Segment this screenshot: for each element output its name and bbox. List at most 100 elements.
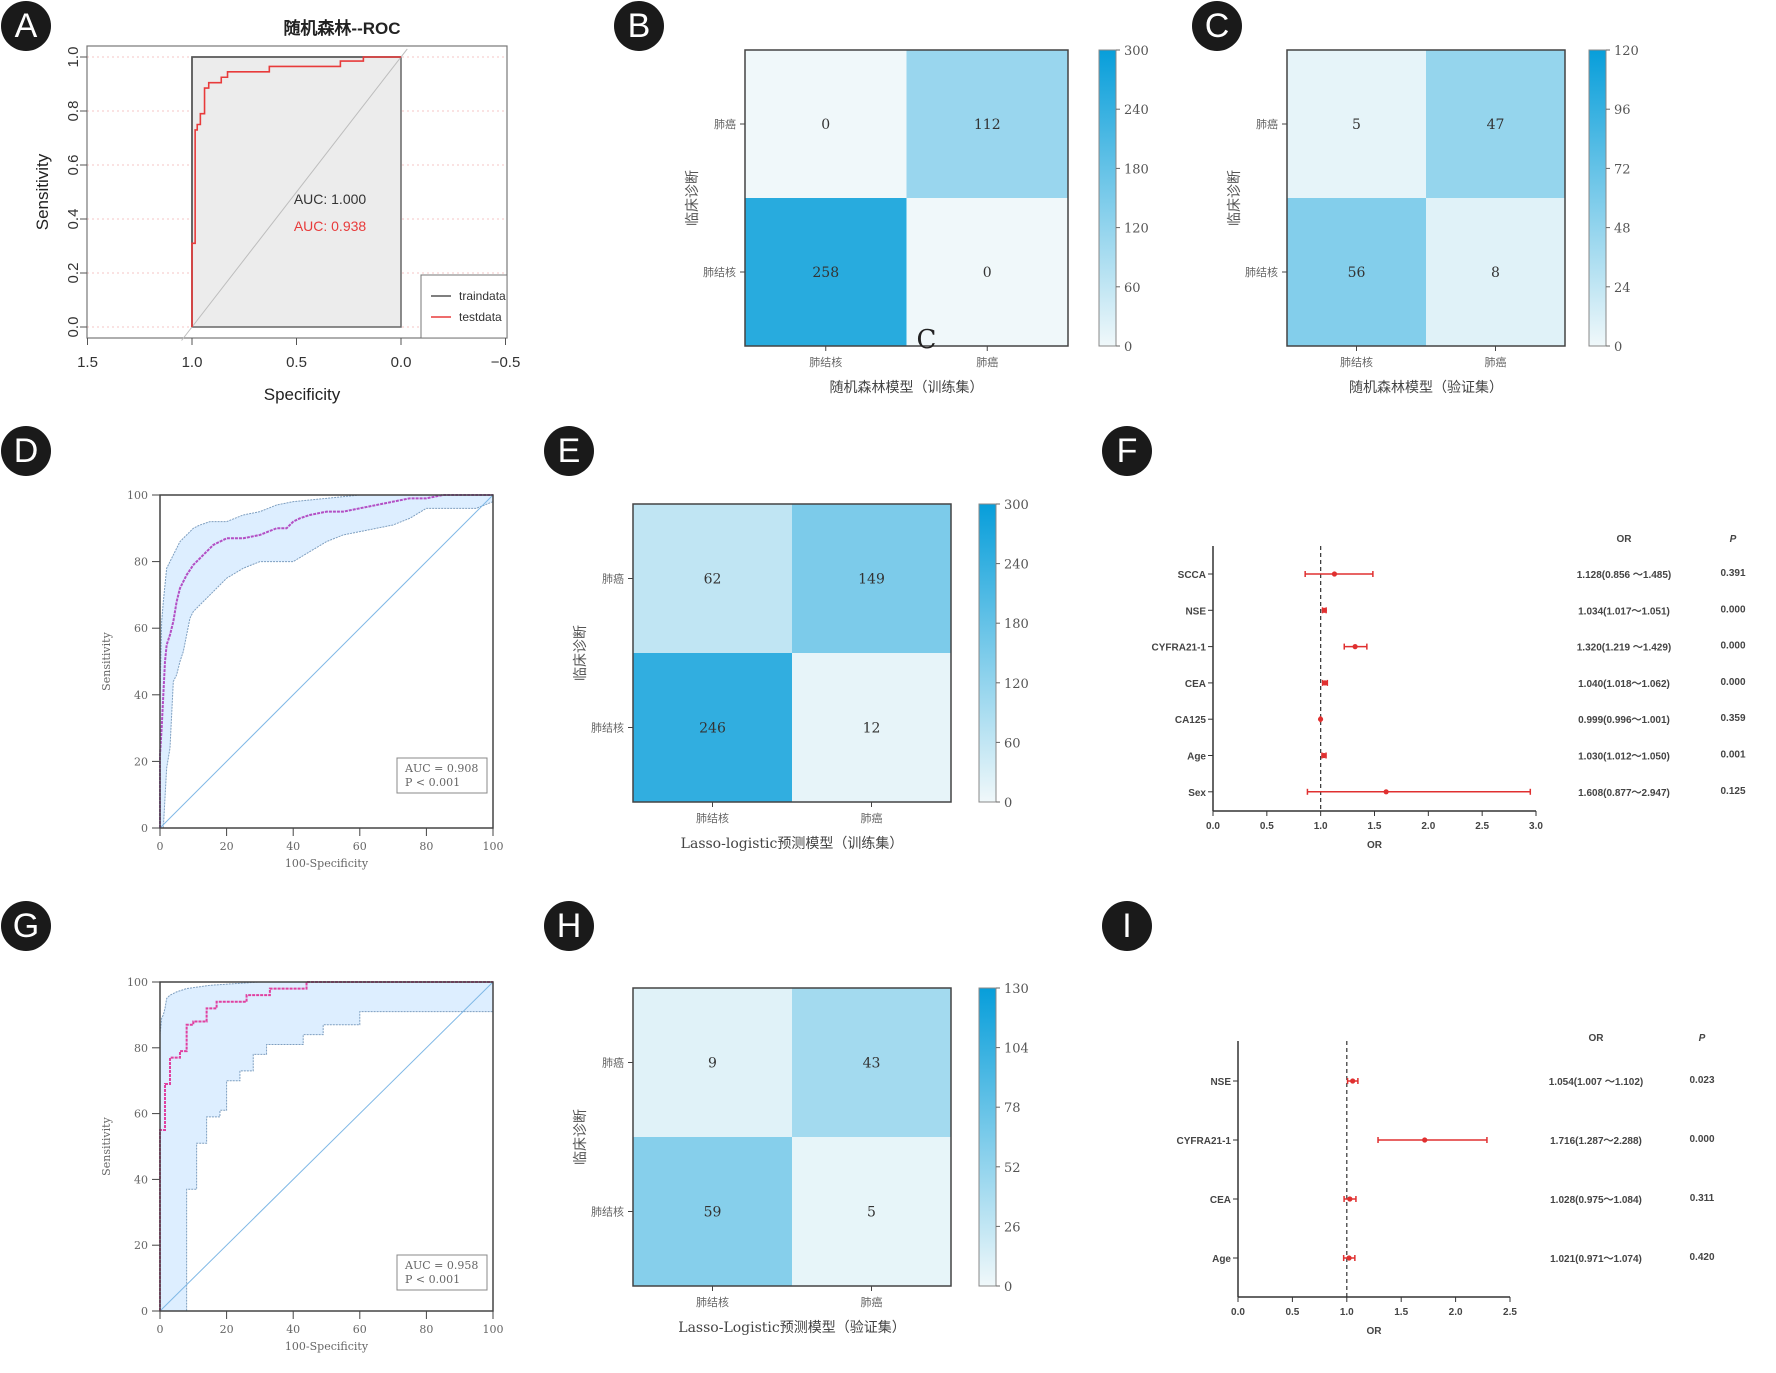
table-header-or: OR xyxy=(1617,534,1633,545)
or-point xyxy=(1331,571,1338,577)
colorbar-tick-label: 300 xyxy=(1124,44,1149,59)
x-tick-label: 40 xyxy=(286,840,300,853)
p-value: 0.359 xyxy=(1720,713,1745,724)
x-tick-label: 20 xyxy=(220,1323,234,1336)
colorbar-tick-label: 0 xyxy=(1614,340,1622,355)
y-category-label: 肺结核 xyxy=(703,265,736,279)
y-tick-label: 20 xyxy=(134,1239,148,1252)
x-tick-label: 3.0 xyxy=(1529,821,1543,832)
panel-label-b: B xyxy=(614,1,664,51)
cell-value: 59 xyxy=(704,1205,722,1221)
x-category-label: 肺结核 xyxy=(1340,355,1373,369)
or-ci-text: 0.999(0.996～1.001) xyxy=(1578,715,1670,726)
x-tick-label: 0.5 xyxy=(1260,821,1274,832)
matrix-border xyxy=(744,49,1069,347)
plot-border xyxy=(159,981,494,1312)
or-point xyxy=(1321,607,1327,613)
x-axis-label: 随机森林模型（验证集） xyxy=(1349,379,1503,396)
x-tick-label: 1.0 xyxy=(182,354,203,371)
or-point xyxy=(1350,1078,1356,1084)
matrix-border xyxy=(632,503,952,803)
cell-value: 0 xyxy=(983,265,992,281)
x-tick-label: 0.0 xyxy=(391,354,412,371)
roc-curve xyxy=(159,981,493,1311)
p-value: 0.000 xyxy=(1689,1134,1714,1145)
or-point xyxy=(1317,716,1324,722)
auc-test-label: AUC: 0.938 xyxy=(294,218,367,234)
colorbar xyxy=(978,987,997,1287)
ci-lower-line xyxy=(160,501,494,829)
x-tick-label: 0 xyxy=(157,840,164,853)
x-tick-label: 40 xyxy=(286,1323,300,1336)
colorbar-tick-label: 0 xyxy=(1124,340,1132,355)
colorbar-tick-label: 130 xyxy=(1004,982,1029,997)
p-value: 0.001 xyxy=(1720,750,1745,761)
x-tick-label: 100 xyxy=(483,1323,504,1336)
row-label: CEA xyxy=(1210,1195,1231,1206)
colorbar-tick-label: 0 xyxy=(1004,1280,1012,1295)
x-tick-label: 0.0 xyxy=(1231,1307,1245,1318)
roc-curve xyxy=(159,494,493,828)
confidence-band xyxy=(160,982,493,1311)
cell-value: 0 xyxy=(821,117,830,133)
heatmap-cell xyxy=(633,653,792,802)
colorbar-tick-label: 60 xyxy=(1004,736,1021,751)
cell-value: 149 xyxy=(858,572,885,588)
cell-value: 5 xyxy=(1352,117,1361,133)
auc-value-label: AUC = 0.958 xyxy=(404,1259,478,1272)
x-tick-label: 80 xyxy=(419,1323,433,1336)
x-category-label: 肺癌 xyxy=(976,355,998,369)
y-tick-label: 0 xyxy=(141,822,148,835)
colorbar-tick-label: 48 xyxy=(1614,222,1631,237)
y-axis-label: 临床诊断 xyxy=(573,625,589,681)
heatmap-cell xyxy=(1426,198,1565,346)
heatmap-cell xyxy=(633,504,792,653)
x-category-label: 肺结核 xyxy=(696,1295,729,1309)
row-label: CEA xyxy=(1185,679,1206,690)
x-axis-label: 随机森林模型（训练集） xyxy=(830,379,984,396)
row-label: NSE xyxy=(1185,606,1206,617)
y-tick-label: 100 xyxy=(127,976,148,989)
y-category-label: 肺癌 xyxy=(602,572,624,586)
y-tick-label: 80 xyxy=(134,556,148,569)
colorbar-tick-label: 0 xyxy=(1004,796,1012,811)
cell-value: 112 xyxy=(974,117,1001,133)
p-value: 0.000 xyxy=(1720,641,1745,652)
cell-value: 62 xyxy=(704,572,722,588)
or-point xyxy=(1347,1196,1353,1202)
legend-label-traindata: traindata xyxy=(459,289,506,303)
y-axis-label: Sensitivity xyxy=(100,631,113,690)
y-tick-label: 40 xyxy=(134,1173,148,1186)
y-axis-label: Sensitivity xyxy=(100,1116,113,1175)
colorbar-tick-label: 26 xyxy=(1004,1220,1021,1235)
cell-value: 9 xyxy=(708,1056,717,1072)
x-tick-label: 1.5 xyxy=(1394,1307,1408,1318)
row-label: Age xyxy=(1187,752,1206,763)
x-tick-label: 80 xyxy=(419,840,433,853)
or-point xyxy=(1383,789,1389,795)
colorbar-tick-label: 180 xyxy=(1004,617,1029,632)
cell-value: 5 xyxy=(867,1205,876,1221)
cell-value: 12 xyxy=(863,721,881,737)
colorbar-tick-label: 300 xyxy=(1004,498,1029,513)
x-tick-label: 1.5 xyxy=(77,354,98,371)
auc-value-label: AUC = 0.908 xyxy=(404,762,478,775)
heatmap-cell xyxy=(633,988,792,1137)
x-tick-label: 100 xyxy=(483,840,504,853)
y-axis-label: 临床诊断 xyxy=(573,1109,589,1165)
x-tick-label: 2.5 xyxy=(1503,1307,1517,1318)
p-value-label: P < 0.001 xyxy=(405,1273,460,1286)
or-ci-text: 1.040(1.018～1.062) xyxy=(1578,679,1670,690)
colorbar-tick-label: 240 xyxy=(1124,103,1149,118)
p-value: 0.000 xyxy=(1720,677,1745,688)
matrix-border xyxy=(1286,49,1566,347)
or-ci-text: 1.608(0.877～2.947) xyxy=(1578,788,1670,799)
matrix-border xyxy=(632,987,952,1287)
colorbar xyxy=(978,503,997,803)
